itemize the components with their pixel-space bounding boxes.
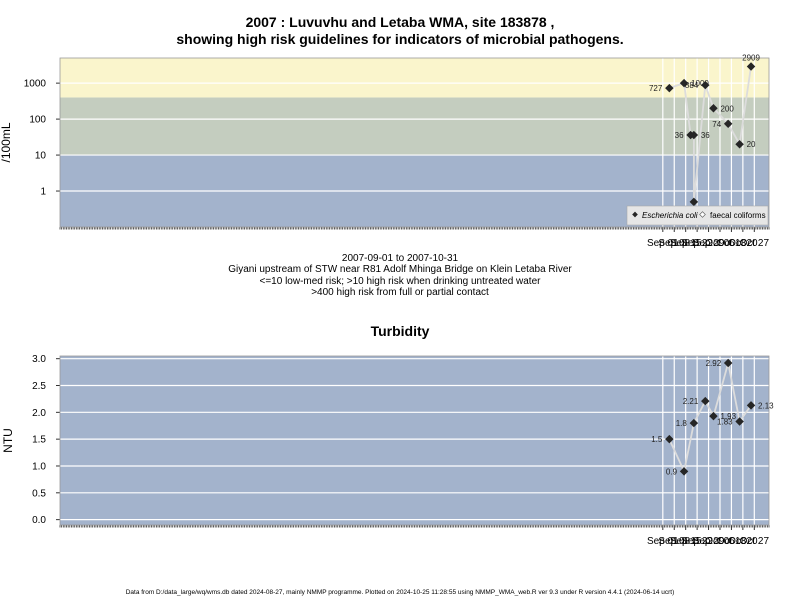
x-tick-label: Sep 29	[693, 536, 725, 547]
legend-label-faecal: faecal coliforms	[710, 211, 766, 220]
y-axis-label: NTU	[1, 428, 15, 453]
legend-marker-faecal	[699, 211, 706, 218]
data-label: 1.93	[720, 412, 736, 421]
y-tick-label: 1000	[24, 79, 47, 90]
data-label: 1.8	[676, 419, 688, 428]
x-tick-label: Sep 22	[681, 536, 713, 547]
x-tick-label: Sep 08	[658, 238, 690, 249]
data-label: 20	[747, 140, 756, 149]
data-label: 200	[720, 104, 734, 113]
y-tick-label: 1.0	[32, 461, 46, 472]
x-tick-label: Sep 15	[670, 536, 702, 547]
x-tick-label: Oct 27	[740, 536, 770, 547]
y-tick-label: 1.5	[32, 435, 46, 446]
data-label: 884	[685, 81, 699, 90]
plot-frame	[59, 355, 770, 526]
x-tick-label: Sep 01	[647, 536, 679, 547]
data-label: 36	[701, 131, 710, 140]
footer-note: Data from D:/data_large/wq/wms.db dated …	[125, 589, 675, 596]
y-tick-label: 0.0	[32, 515, 46, 526]
x-tick-label: Sep 01	[647, 238, 679, 249]
chart-title-line2: showing high risk guidelines for indicat…	[176, 31, 624, 47]
data-label: 1.83	[717, 417, 733, 426]
y-tick-label: 100	[29, 115, 46, 126]
x-tick-label: Oct 06	[705, 536, 735, 547]
date-range-caption: 2007-09-01 to 2007-10-31	[341, 253, 459, 264]
x-tick-label: Sep 08	[658, 536, 690, 547]
legend-label-ecoli: Escherichia coli	[642, 211, 698, 220]
data-label: 2.92	[706, 359, 722, 368]
data-label: 1000	[691, 79, 709, 88]
x-tick-label: Oct 20	[728, 536, 758, 547]
data-label: 0.9	[666, 467, 678, 476]
x-tick-label: Oct 13	[717, 536, 747, 547]
chart-title-line1: 2007 : Luvuvhu and Letaba WMA, site 1838…	[245, 14, 555, 30]
x-tick-label: Oct 27	[740, 238, 770, 249]
turbidity-title: Turbidity	[370, 323, 430, 339]
plot-background	[60, 356, 769, 525]
risk-high-caption: >400 high risk from full or partial cont…	[311, 287, 489, 298]
x-tick-label: Oct 13	[717, 238, 747, 249]
x-tick-label: Sep 22	[681, 238, 713, 249]
x-tick-label: Sep 15	[670, 238, 702, 249]
y-axis-label: /100mL	[0, 122, 13, 162]
data-label: 727	[649, 84, 663, 93]
site-caption: Giyani upstream of STW near R81 Adolf Mh…	[228, 264, 572, 275]
data-label: 36	[675, 131, 684, 140]
data-label: 2909	[742, 53, 760, 62]
y-tick-label: 0.5	[32, 488, 46, 499]
legend: Escherichia coli faecal coliforms	[626, 205, 769, 226]
y-tick-label: 2.0	[32, 408, 46, 419]
x-tick-label: Oct 06	[705, 238, 735, 249]
y-tick-label: 3.0	[32, 354, 46, 365]
series-line	[668, 362, 752, 475]
data-label: 2.13	[758, 401, 774, 410]
series-line	[669, 66, 752, 202]
data-label: 74	[712, 120, 721, 129]
risk-band	[60, 97, 769, 156]
y-tick-label: 1	[40, 187, 46, 198]
risk-band	[60, 58, 769, 98]
risk-low-caption: <=10 low-med risk; >10 high risk when dr…	[259, 276, 541, 287]
legend-box	[626, 205, 769, 226]
y-tick-label: 2.5	[32, 381, 46, 392]
x-tick-label: Sep 29	[693, 238, 725, 249]
plot-frame	[59, 57, 770, 228]
y-tick-label: 10	[35, 151, 47, 162]
x-tick-label: Oct 20	[728, 238, 758, 249]
data-label: 1.5	[651, 435, 663, 444]
data-label: 2.21	[683, 397, 699, 406]
legend-marker-ecoli	[632, 211, 638, 218]
